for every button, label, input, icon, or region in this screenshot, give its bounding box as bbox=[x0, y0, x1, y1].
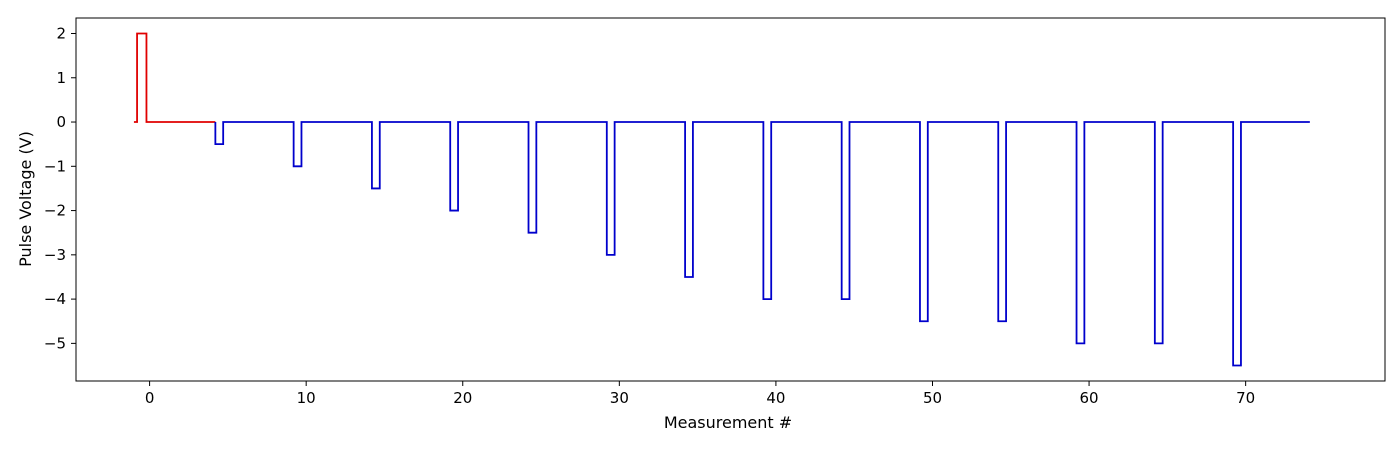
x-tick-label: 70 bbox=[1236, 389, 1255, 407]
x-tick-label: 20 bbox=[453, 389, 472, 407]
y-tick-label: −1 bbox=[44, 157, 66, 175]
x-tick-label: 60 bbox=[1080, 389, 1099, 407]
plot-marks bbox=[133, 32, 1310, 367]
y-tick-label: 0 bbox=[56, 113, 66, 131]
x-axis-ticks: 0 10 20 30 40 50 60 70 bbox=[145, 381, 1255, 407]
y-axis-label: Pulse Voltage (V) bbox=[16, 131, 35, 267]
x-axis-label: Measurement # bbox=[664, 413, 792, 432]
y-tick-label: −2 bbox=[44, 202, 66, 220]
y-tick-label: 2 bbox=[56, 24, 66, 42]
y-axis-ticks: 2 1 0 −1 −2 −3 −4 −5 bbox=[44, 24, 76, 352]
y-tick-label: −4 bbox=[44, 290, 66, 308]
series-line-1 bbox=[133, 32, 216, 123]
x-tick-label: 0 bbox=[145, 389, 155, 407]
y-tick-label: −5 bbox=[44, 334, 66, 352]
x-tick-label: 30 bbox=[610, 389, 629, 407]
plot-frame bbox=[75, 17, 1386, 382]
y-tick-label: −3 bbox=[44, 246, 66, 264]
x-tick-label: 10 bbox=[297, 389, 316, 407]
x-tick-label: 40 bbox=[766, 389, 785, 407]
y-tick-label: 1 bbox=[56, 69, 66, 87]
series-line-2 bbox=[214, 121, 1310, 367]
x-tick-label: 50 bbox=[923, 389, 942, 407]
